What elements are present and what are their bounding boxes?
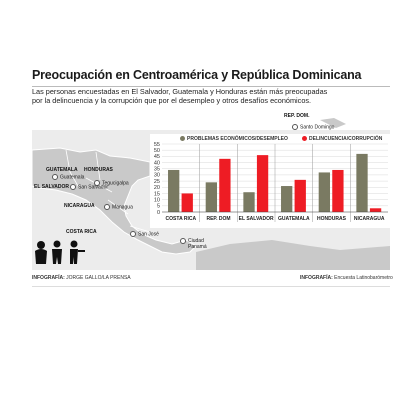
bar-crime	[294, 179, 306, 212]
page-title: Preocupación en Centroamérica y Repúblic…	[32, 68, 362, 82]
x-tick-label: HONDURAS	[317, 216, 347, 222]
legend-swatch-economic	[180, 136, 185, 142]
people-icons	[35, 240, 85, 264]
city-name: San José	[138, 231, 159, 238]
person-icon	[52, 240, 62, 264]
map-label-honduras: HONDURAS	[84, 167, 113, 173]
map-label-el-salvador: EL SALVADOR	[34, 184, 70, 190]
map-label-nicaragua: NICARAGUA	[64, 203, 95, 209]
y-tick-label: 30	[154, 173, 160, 179]
bar-economic	[318, 172, 330, 212]
bar-crime	[181, 193, 193, 212]
footer-divider	[32, 286, 390, 287]
bar-economic	[205, 182, 217, 212]
y-tick-label: 0	[157, 210, 160, 216]
city-name: Guatemala	[60, 174, 85, 181]
city-name: Managua	[112, 204, 133, 211]
credit-author: JORGE GALLO/LA PRENSA	[66, 275, 131, 281]
city-dot-icon	[70, 184, 76, 190]
bar-crime	[332, 169, 344, 212]
city-name: Santo Domingo	[300, 124, 335, 131]
bar-economic	[168, 169, 180, 212]
legend-economic: PROBLEMAS ECONÓMICOS/DESEMPLEO	[180, 136, 288, 142]
city-name: Ciudad Panamá	[188, 238, 207, 250]
bar-economic	[243, 192, 255, 212]
y-tick-label: 25	[154, 179, 160, 185]
map-label-tegucigalpa: Tegucigalpa	[94, 180, 129, 186]
city-dot-icon	[180, 238, 186, 244]
y-tick-label: 40	[154, 160, 160, 166]
y-tick-label: 20	[154, 185, 160, 191]
city-dot-icon	[94, 180, 100, 186]
y-tick-label: 35	[154, 167, 160, 173]
map-label-managua: Managua	[104, 204, 133, 210]
page-subtitle: Las personas encuestadas en El Salvador,…	[32, 87, 328, 105]
map-label-panama: Ciudad Panamá	[180, 238, 214, 250]
legend-label-crime: DELINCUENCIA/CORRUPCIÓN	[309, 136, 383, 142]
y-tick-label: 45	[154, 154, 160, 160]
credit-source: INFOGRAFÍA: Encuesta Latinobarómetro	[300, 275, 393, 281]
legend-swatch-crime	[302, 136, 307, 142]
bar-chart: 0 5 10 15 20 25 30 35 40 45 50 55 COSTA RICA REP. DOM…	[150, 134, 390, 228]
city-dot-icon	[130, 231, 136, 237]
city-dot-icon	[104, 204, 110, 210]
x-tick-label: EL SALVADOR	[239, 216, 274, 222]
bar-economic	[281, 186, 293, 212]
credit-label: INFOGRAFÍA:	[32, 275, 65, 281]
x-tick-label: GUATEMALA	[278, 216, 310, 222]
map-label-santo-domingo: Santo Domingo	[292, 124, 334, 130]
x-tick-label: REP. DOM	[206, 216, 230, 222]
person-gun-icon	[70, 240, 85, 264]
y-tick-label: 5	[157, 204, 160, 210]
x-tick-label: NICARAGUA	[354, 216, 385, 222]
legend-crime: DELINCUENCIA/CORRUPCIÓN	[302, 136, 382, 142]
y-tick-label: 50	[154, 148, 160, 154]
city-name: Tegucigalpa	[102, 180, 129, 187]
bar-crime	[219, 158, 231, 212]
city-name: San Salvador	[78, 184, 109, 191]
legend-label-economic: PROBLEMAS ECONÓMICOS/DESEMPLEO	[187, 136, 288, 142]
map-label-guatemala: GUATEMALA	[46, 167, 78, 173]
y-tick-label: 15	[154, 191, 160, 197]
source-name: Encuesta Latinobarómetro	[334, 275, 393, 281]
map-label-rep-dom: REP. DOM.	[284, 113, 310, 119]
bar-crime	[256, 155, 269, 212]
map-label-guatemala-city: Guatemala	[52, 174, 84, 180]
person-icon	[35, 241, 47, 264]
city-dot-icon	[292, 124, 298, 130]
map-label-san-salvador: San Salvador	[70, 184, 108, 190]
credit-infografia: INFOGRAFÍA: JORGE GALLO/LA PRENSA	[32, 275, 131, 281]
y-tick-label: 55	[154, 142, 160, 148]
map-label-costa-rica: COSTA RICA	[66, 229, 97, 235]
city-dot-icon	[52, 174, 58, 180]
source-label: INFOGRAFÍA:	[300, 275, 333, 281]
title-divider	[32, 86, 390, 87]
bar-crime	[369, 208, 382, 212]
x-tick-label: COSTA RICA	[166, 216, 197, 222]
bar-economic	[356, 153, 368, 212]
y-tick-label: 10	[154, 197, 160, 203]
map-label-san-jose: San José	[130, 231, 159, 237]
